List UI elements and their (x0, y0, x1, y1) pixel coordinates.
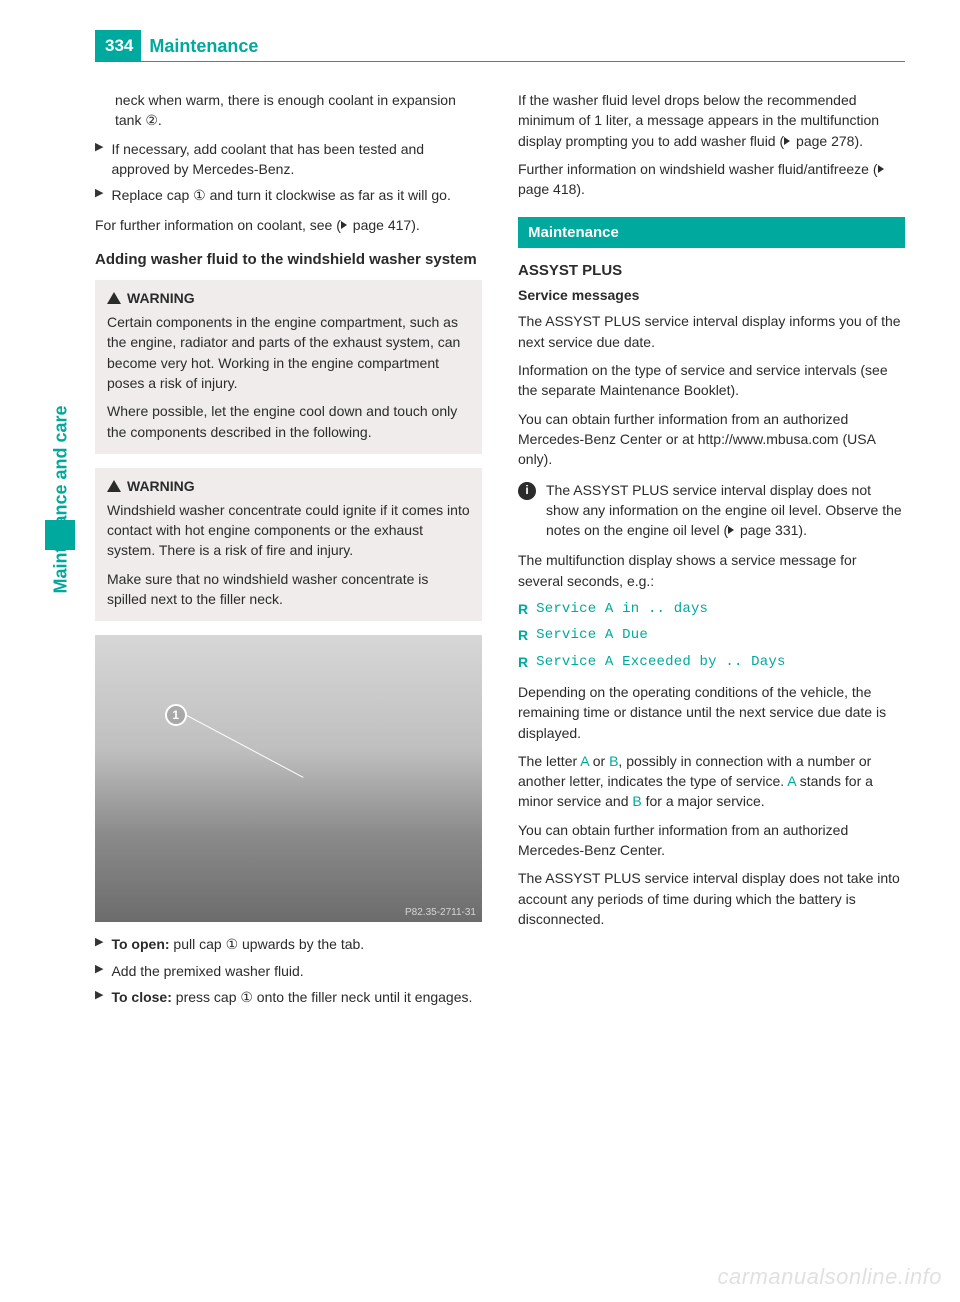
text: Further information on windshield washer… (518, 161, 878, 177)
service-messages-list: R Service A in .. days R Service A Due R… (518, 599, 905, 672)
warning-box: WARNING Windshield washer concentrate co… (95, 468, 482, 621)
text: page 331). (740, 522, 807, 538)
list-item: ▶ To open: pull cap ① upwards by the tab… (95, 934, 482, 954)
text: page 418). (518, 181, 585, 197)
figure-ref: P82.35-2711-31 (405, 907, 476, 918)
heading-service-messages: Service messages (518, 287, 905, 303)
warning-text: Certain components in the engine compart… (107, 312, 470, 393)
ring-bullet-icon: R (518, 625, 528, 645)
letter-b: B (632, 793, 641, 809)
info-icon: i (518, 482, 536, 500)
page-ref-icon (878, 165, 884, 173)
list-item: ▶ To close: press cap ① onto the filler … (95, 987, 482, 1007)
list-item: ▶ If necessary, add coolant that has bee… (95, 139, 482, 180)
letter-a: A (787, 773, 796, 789)
paragraph: If the washer fluid level drops below th… (518, 90, 905, 151)
paragraph: Further information on windshield washer… (518, 159, 905, 200)
paragraph: The letter A or B, possibly in connectio… (518, 751, 905, 812)
triangle-icon: ▶ (95, 935, 103, 955)
page-number: 334 (95, 30, 141, 62)
paragraph: Information on the type of service and s… (518, 360, 905, 401)
list-text: If necessary, add coolant that has been … (111, 139, 482, 180)
paragraph: The multifunction display shows a servic… (518, 550, 905, 591)
page-ref-icon (784, 137, 790, 145)
display-message: Service A in .. days (536, 599, 708, 619)
warning-title: WARNING (127, 290, 195, 306)
text: page 278). (796, 133, 863, 149)
text: or (589, 753, 609, 769)
heading-assyst: ASSYST PLUS (518, 262, 905, 279)
list-item: R Service A Exceeded by .. Days (518, 652, 905, 672)
callout-leader (144, 715, 303, 858)
right-column: If the washer fluid level drops below th… (518, 90, 905, 1017)
triangle-icon: ▶ (95, 186, 103, 206)
warning-icon (107, 292, 121, 304)
info-note: i The ASSYST PLUS service interval displ… (518, 480, 905, 541)
paragraph: The ASSYST PLUS service interval display… (518, 868, 905, 929)
subheading-washer: Adding washer fluid to the windshield wa… (95, 250, 482, 270)
header-title: Maintenance (141, 30, 905, 62)
warning-text: Where possible, let the engine cool down… (107, 401, 470, 442)
triangle-icon: ▶ (95, 962, 103, 982)
rest: pull cap ① upwards by the tab. (170, 936, 365, 952)
text: The letter (518, 753, 580, 769)
list-item: R Service A Due (518, 625, 905, 645)
running-header: 334 Maintenance (95, 30, 905, 62)
warning-text: Windshield washer concentrate could igni… (107, 500, 470, 561)
warning-header: WARNING (107, 478, 470, 494)
triangle-icon: ▶ (95, 140, 103, 181)
section-bar: Maintenance (518, 217, 905, 248)
page-ref-icon (341, 221, 347, 229)
display-message: Service A Exceeded by .. Days (536, 652, 785, 672)
ring-bullet-icon: R (518, 652, 528, 672)
warning-icon (107, 480, 121, 492)
triangle-icon: ▶ (95, 988, 103, 1008)
list-text: Add the premixed washer fluid. (111, 961, 303, 981)
text: for a major service. (642, 793, 765, 809)
paragraph: You can obtain further information from … (518, 820, 905, 861)
side-tab: Maintenance and care (45, 290, 77, 550)
list-item: ▶ Add the premixed washer fluid. (95, 961, 482, 981)
list-text: Replace cap ① and turn it clockwise as f… (111, 185, 450, 205)
list-text: To close: press cap ① onto the filler ne… (111, 987, 472, 1007)
text: page 417). (353, 217, 420, 233)
lead: To open: (111, 936, 169, 952)
page-ref-icon (728, 526, 734, 534)
list-item: ▶ Replace cap ① and turn it clockwise as… (95, 185, 482, 205)
rest: press cap ① onto the filler neck until i… (172, 989, 473, 1005)
intro-paragraph: neck when warm, there is enough coolant … (115, 90, 482, 131)
letter-a: A (580, 753, 589, 769)
info-text: The ASSYST PLUS service interval display… (546, 480, 905, 541)
side-tab-block (45, 520, 75, 550)
lead: To close: (111, 989, 171, 1005)
ring-bullet-icon: R (518, 599, 528, 619)
paragraph: The ASSYST PLUS service interval display… (518, 311, 905, 352)
list-item: R Service A in .. days (518, 599, 905, 619)
text: The ASSYST PLUS service interval display… (546, 482, 902, 539)
paragraph: Depending on the operating conditions of… (518, 682, 905, 743)
further-info: For further information on coolant, see … (95, 215, 482, 235)
text: For further information on coolant, see … (95, 217, 341, 233)
engine-figure: 1 P82.35-2711-31 (95, 635, 482, 922)
paragraph: You can obtain further information from … (518, 409, 905, 470)
warning-header: WARNING (107, 290, 470, 306)
warning-box: WARNING Certain components in the engine… (95, 280, 482, 454)
side-tab-label: Maintenance and care (51, 405, 72, 593)
watermark: carmanualsonline.info (717, 1264, 942, 1290)
list-text: To open: pull cap ① upwards by the tab. (111, 934, 364, 954)
left-column: neck when warm, there is enough coolant … (95, 90, 482, 1017)
coolant-steps: ▶ If necessary, add coolant that has bee… (95, 139, 482, 206)
display-message: Service A Due (536, 625, 648, 645)
washer-steps: ▶ To open: pull cap ① upwards by the tab… (95, 934, 482, 1007)
warning-text: Make sure that no windshield washer conc… (107, 569, 470, 610)
warning-title: WARNING (127, 478, 195, 494)
